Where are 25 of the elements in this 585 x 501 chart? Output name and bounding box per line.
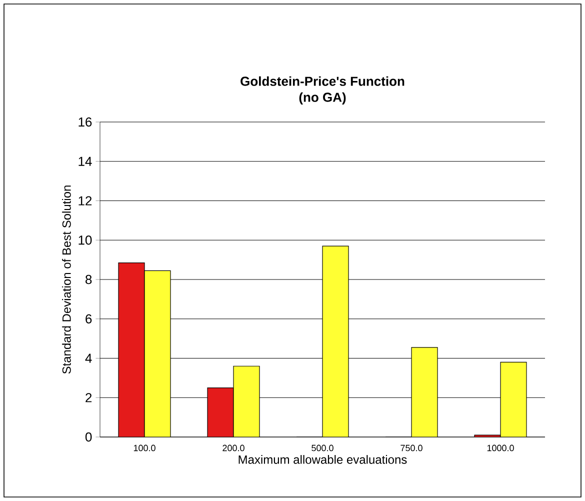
bar xyxy=(233,366,260,437)
bar xyxy=(144,270,171,437)
bar xyxy=(411,347,438,437)
y-tick-label: 12 xyxy=(78,196,92,206)
y-tick-label: 0 xyxy=(85,432,92,442)
y-tick-label: 16 xyxy=(78,117,92,127)
bar xyxy=(207,387,234,437)
x-tick-label: 750.0 xyxy=(400,444,422,452)
y-tick-label: 6 xyxy=(86,314,92,324)
y-tick-label: 14 xyxy=(78,156,92,166)
x-tick-label: 500.0 xyxy=(312,444,334,452)
y-tick-label: 4 xyxy=(85,354,92,363)
x-tick-label: 100.0 xyxy=(134,444,156,452)
y-tick-label: 2 xyxy=(86,393,92,402)
x-tick-label: 1000.0 xyxy=(487,444,514,452)
x-axis-title: Maximum allowable evaluations xyxy=(238,455,407,464)
y-tick-label: 8 xyxy=(86,274,92,284)
y-axis-title: Standard Deviation of Best Solution xyxy=(62,186,71,374)
chart-subtitle: (no GA) xyxy=(299,92,346,104)
x-tick-label: 200.0 xyxy=(222,444,244,452)
bar xyxy=(118,262,145,437)
y-tick-label: 10 xyxy=(78,236,92,245)
bar xyxy=(500,362,527,437)
bar xyxy=(322,246,349,437)
chart-title: Goldstein-Price's Function xyxy=(240,76,404,86)
